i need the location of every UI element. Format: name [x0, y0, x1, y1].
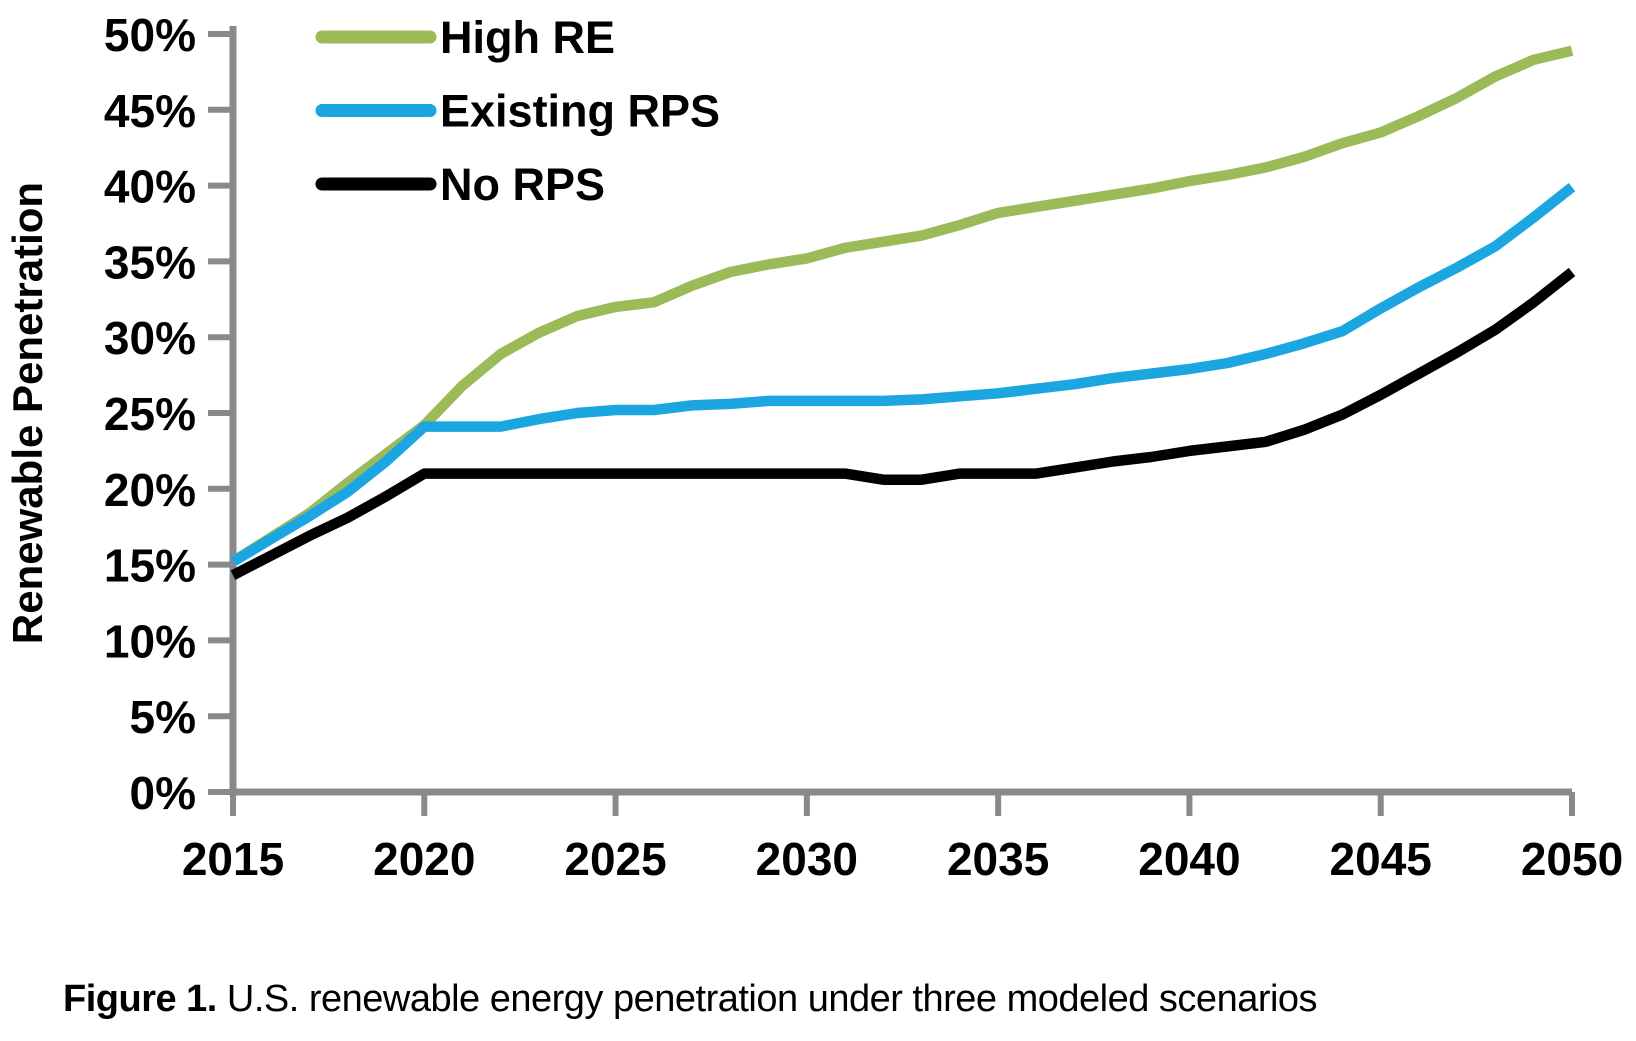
y-axis-title: Renewable Penetration — [4, 182, 51, 644]
x-tick-label-2020: 2020 — [373, 833, 475, 885]
y-tick-label-35%: 35% — [104, 236, 196, 288]
x-tick-label-2040: 2040 — [1138, 833, 1240, 885]
x-tick-label-2045: 2045 — [1330, 833, 1432, 885]
legend-label-existing-rps: Existing RPS — [440, 86, 720, 137]
figure-caption: Figure 1. U.S. renewable energy penetrati… — [63, 978, 1583, 1021]
y-tick-label-25%: 25% — [104, 388, 196, 440]
y-tick-label-15%: 15% — [104, 540, 196, 592]
y-tick-label-45%: 45% — [104, 85, 196, 137]
y-tick-label-20%: 20% — [104, 464, 196, 516]
x-tick-label-2030: 2030 — [756, 833, 858, 885]
series-lines — [230, 45, 1576, 580]
renewable-penetration-line-chart: Renewable Penetration 0% 5% 10% 15% 20% 25% 30… — [4, 9, 1623, 885]
y-tick-label-0%: 0% — [130, 767, 196, 819]
y-tick-label-40%: 40% — [104, 161, 196, 213]
x-tick-label-2025: 2025 — [564, 833, 666, 885]
legend-label-high-re: High RE — [440, 12, 615, 63]
y-tick-label-5%: 5% — [130, 691, 196, 743]
series-line-high-re — [230, 45, 1574, 567]
axes — [208, 26, 1575, 816]
y-tick-label-10%: 10% — [104, 615, 196, 667]
y-tick-label-50%: 50% — [104, 9, 196, 61]
figure-caption-label: Figure 1. — [63, 978, 217, 1020]
legend-label-no-rps: No RPS — [440, 159, 605, 210]
y-tick-label-30%: 30% — [104, 312, 196, 364]
tick-labels: 0% 5% 10% 15% 20% 25% 30% 35% 40% 45% 50% 2015 2020 2… — [104, 9, 1623, 885]
series-line-no-rps — [230, 267, 1576, 580]
legend: High RE Existing RPS No RPS — [315, 12, 720, 210]
x-tick-label-2035: 2035 — [947, 833, 1049, 885]
x-tick-label-2050: 2050 — [1521, 833, 1623, 885]
x-tick-label-2015: 2015 — [182, 833, 284, 885]
figure-caption-text: U.S. renewable energy penetration under … — [226, 978, 1318, 1020]
series-line-existing-rps — [230, 182, 1576, 567]
